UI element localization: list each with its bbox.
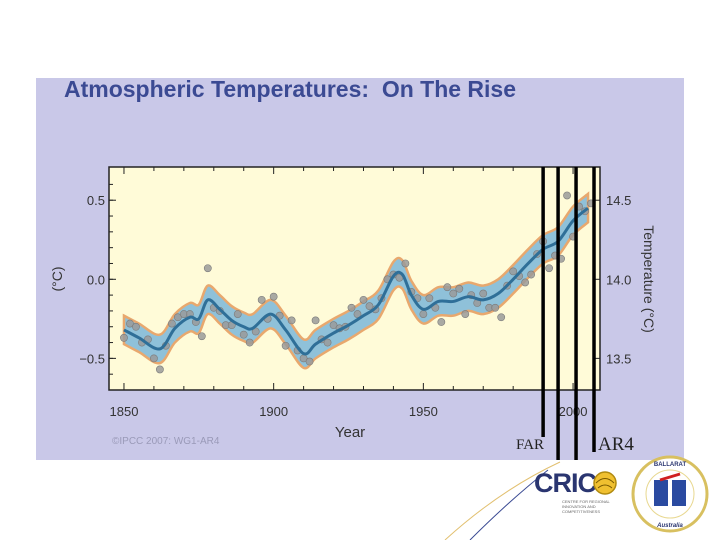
annual-data-point: [167, 319, 176, 328]
annual-data-point: [126, 319, 134, 328]
x-tick-label: 1900: [259, 404, 288, 419]
y-tick-label: 0.0: [87, 272, 105, 287]
annual-data-point: [521, 278, 530, 287]
svg-text:Australia: Australia: [656, 523, 683, 529]
annual-data-point: [359, 295, 368, 304]
annual-data-point: [347, 303, 356, 312]
y-tick-label: 0.5: [87, 193, 105, 208]
y-tick-label: −0.5: [79, 351, 105, 366]
slide-title: Atmospheric Temperatures: On The Rise: [64, 76, 517, 102]
annual-data-point: [132, 322, 140, 331]
annual-data-point: [329, 321, 338, 330]
far-label: FAR: [516, 437, 545, 453]
annual-data-point: [245, 338, 254, 347]
smoothed-line: [123, 206, 589, 356]
annual-data-point: [281, 341, 290, 350]
ar4-label: AR4: [598, 434, 634, 455]
annual-data-point: [239, 330, 248, 339]
right-y-tick-label: 14.5: [606, 193, 631, 208]
cric-subtitle: CENTRE FOR REGIONAL INNOVATION AND COMPE…: [562, 499, 610, 514]
y-axis-label: (°C): [49, 266, 65, 291]
globe-icon: [593, 471, 617, 495]
right-y-tick-label: 13.5: [606, 351, 631, 366]
annual-data-point: [233, 310, 242, 318]
annual-data-point: [425, 294, 434, 303]
university-seal-logo: BALLARAT Australia: [631, 455, 709, 533]
annual-data-point: [401, 259, 410, 268]
annual-data-point: [120, 333, 128, 342]
annual-data-point: [545, 264, 554, 273]
annual-data-point: [365, 302, 374, 311]
annual-data-point: [419, 310, 428, 318]
decorative-curve: [444, 461, 561, 540]
annual-data-point: [353, 310, 362, 318]
x-tick-label: 1950: [409, 404, 438, 419]
annual-data-point: [269, 292, 278, 301]
annual-data-point: [311, 316, 320, 325]
annual-data-point: [509, 267, 518, 276]
annual-data-point: [563, 191, 571, 200]
annual-data-point: [497, 313, 506, 322]
annual-data-point: [437, 318, 446, 326]
annual-data-point: [305, 357, 314, 366]
svg-text:BALLARAT: BALLARAT: [654, 462, 687, 468]
annual-data-point: [449, 289, 458, 298]
decorative-curve: [469, 469, 549, 540]
annual-data-point: [155, 365, 164, 374]
cric-logo-text: CRIC: [534, 468, 597, 498]
annual-data-point: [197, 332, 206, 341]
annual-data-point: [443, 283, 452, 292]
annual-data-point: [203, 264, 212, 273]
annual-data-point: [323, 338, 332, 347]
annual-data-point: [455, 284, 464, 293]
annual-data-point: [257, 295, 266, 304]
annual-data-point: [527, 270, 536, 279]
right-y-axis-label: Temperature (°C): [641, 225, 657, 333]
x-tick-label: 2000: [559, 404, 588, 419]
annual-data-point: [479, 289, 488, 298]
annual-data-point: [461, 310, 470, 318]
x-axis-label: Year: [335, 424, 365, 441]
annual-data-point: [173, 313, 182, 322]
x-tick-label: 1850: [110, 404, 139, 419]
annual-data-point: [150, 354, 158, 363]
cric-logo: CRIC CENTRE FOR REGIONAL INNOVATION AND …: [534, 468, 617, 514]
annual-data-point: [287, 316, 296, 325]
annual-data-point: [491, 303, 500, 312]
right-y-tick-label: 14.0: [606, 272, 631, 287]
copyright-credit: ©IPCC 2007: WG1-AR4: [112, 436, 220, 447]
